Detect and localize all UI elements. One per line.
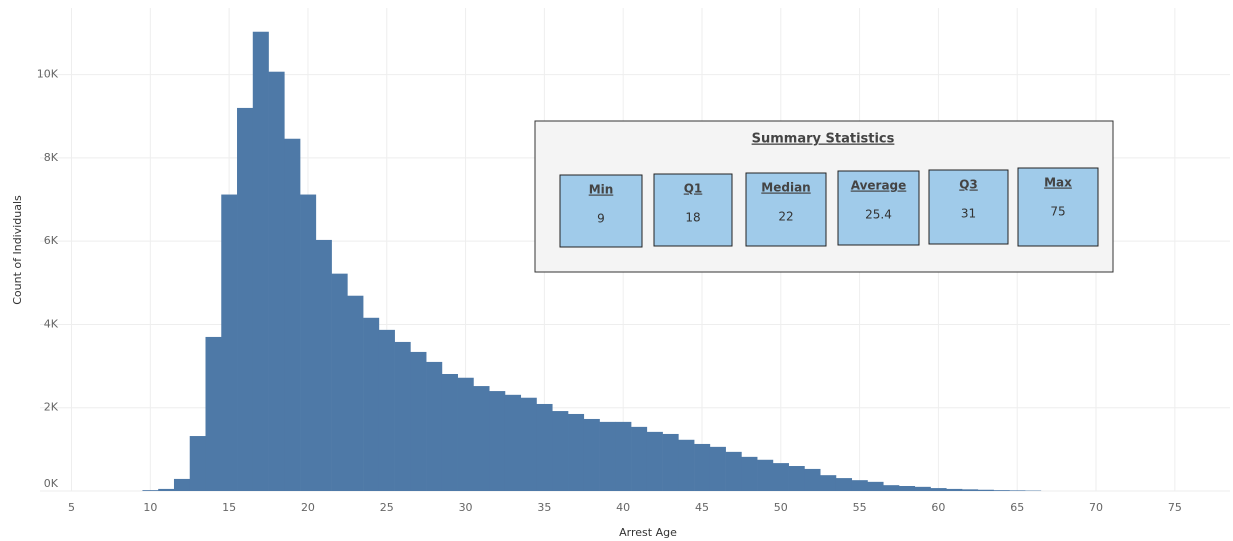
bar (678, 439, 695, 491)
x-tick-label: 5 (68, 501, 75, 514)
x-tick-label: 30 (459, 501, 473, 514)
bar (914, 486, 931, 491)
stat-label: Q1 (684, 182, 703, 196)
stat-box (559, 174, 643, 248)
bar (993, 490, 1010, 491)
bar (363, 317, 380, 491)
bar (694, 443, 711, 491)
bar (189, 436, 206, 491)
bar (883, 485, 900, 491)
bar (788, 466, 805, 491)
bar (568, 413, 585, 491)
stat-label: Max (1044, 176, 1072, 190)
bar (662, 433, 679, 491)
bar (772, 463, 789, 491)
bar (757, 459, 774, 491)
bar (394, 341, 411, 491)
x-axis-title: Arrest Age (619, 526, 677, 539)
stat-value: 9 (597, 212, 605, 226)
x-tick-label: 40 (616, 501, 630, 514)
stat-value: 22 (778, 210, 793, 224)
y-tick-label: 6K (44, 234, 59, 247)
bar (473, 386, 490, 491)
bar (804, 468, 821, 491)
x-tick-label: 15 (222, 501, 236, 514)
bar (835, 478, 853, 491)
bar (820, 475, 837, 491)
y-tick-label: 10K (37, 68, 59, 81)
bar (631, 426, 648, 491)
bar (331, 273, 348, 491)
stat-value: 75 (1050, 205, 1065, 219)
bar (962, 489, 979, 491)
bar (741, 456, 758, 491)
bar (347, 295, 364, 491)
x-tick-label: 55 (853, 501, 867, 514)
bar (709, 446, 726, 491)
x-tick-label: 35 (537, 501, 551, 514)
bar (378, 329, 395, 491)
x-tick-label: 25 (380, 501, 394, 514)
stat-box (745, 172, 827, 247)
bar (552, 411, 569, 491)
stat-label: Average (851, 179, 907, 193)
stat-value: 18 (685, 211, 700, 225)
bar (441, 373, 458, 491)
x-tick-label: 20 (301, 501, 315, 514)
bar (158, 488, 175, 491)
stat-box (1017, 167, 1099, 247)
bar (504, 394, 522, 491)
bar (977, 489, 994, 491)
bar (646, 431, 663, 491)
bar (315, 239, 332, 491)
bar (426, 361, 443, 491)
x-tick-label: 45 (695, 501, 709, 514)
bar (615, 421, 632, 491)
x-tick-label: 70 (1089, 501, 1103, 514)
stat-label: Q3 (959, 178, 978, 192)
y-tick-label: 2K (44, 401, 59, 414)
x-tick-label: 75 (1168, 501, 1182, 514)
stat-box (653, 173, 733, 247)
stat-value: 31 (961, 207, 976, 221)
x-tick-label: 60 (931, 501, 945, 514)
bar (252, 31, 269, 492)
bar (946, 488, 963, 491)
stat-box (837, 170, 920, 246)
x-tick-label: 65 (1010, 501, 1024, 514)
summary-title: Summary Statistics (752, 132, 895, 147)
bar (410, 351, 427, 491)
bar (520, 397, 537, 491)
stat-value: 25.4 (865, 208, 892, 222)
bar (583, 418, 600, 491)
bar (205, 336, 222, 491)
bar (300, 194, 317, 491)
bar (899, 486, 916, 491)
bar (1009, 490, 1026, 491)
bar (851, 480, 868, 491)
bar (599, 421, 616, 491)
x-tick-label: 50 (774, 501, 788, 514)
bar (536, 403, 553, 491)
y-axis-title: Count of Individuals (11, 195, 24, 305)
y-tick-label: 0K (44, 477, 59, 490)
y-tick-label: 8K (44, 151, 59, 164)
y-tick-label: 4K (44, 317, 59, 330)
bar (284, 138, 301, 491)
stat-box (928, 169, 1009, 245)
bar (725, 451, 742, 491)
x-tick-label: 10 (143, 501, 157, 514)
stat-label: Median (761, 181, 810, 195)
bar (457, 377, 474, 491)
bar (221, 194, 238, 491)
bar (489, 391, 506, 491)
bar (173, 478, 191, 491)
stat-label: Min (589, 183, 614, 197)
bar (142, 490, 159, 491)
bar (268, 71, 285, 492)
bar (930, 488, 947, 491)
bar (237, 107, 254, 492)
bar (867, 481, 884, 491)
